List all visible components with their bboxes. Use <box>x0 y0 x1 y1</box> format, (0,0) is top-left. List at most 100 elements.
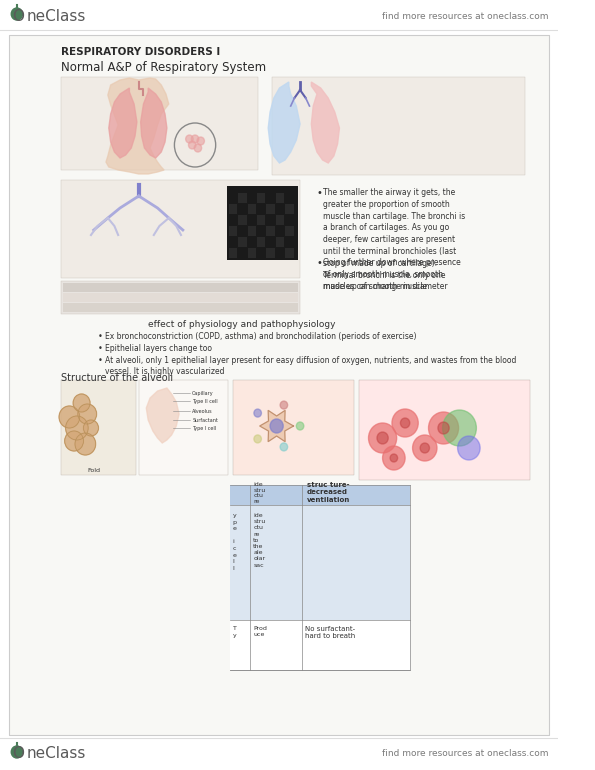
Text: find more resources at oneclass.com: find more resources at oneclass.com <box>382 12 549 21</box>
Text: neClass: neClass <box>26 8 86 24</box>
Circle shape <box>83 420 98 436</box>
Bar <box>61 380 136 475</box>
Circle shape <box>383 446 405 470</box>
Text: Capillary: Capillary <box>192 390 214 396</box>
Bar <box>0 0 558 30</box>
Polygon shape <box>260 410 293 441</box>
Polygon shape <box>106 78 169 174</box>
Text: Prod
uce: Prod uce <box>253 626 267 638</box>
Bar <box>257 215 265 225</box>
Bar <box>238 215 246 225</box>
Circle shape <box>65 416 88 440</box>
Circle shape <box>11 8 23 20</box>
Text: O: O <box>12 8 24 24</box>
Bar <box>238 237 246 247</box>
Bar <box>238 193 246 203</box>
Text: RESPIRATORY DISORDERS I: RESPIRATORY DISORDERS I <box>61 47 220 57</box>
Text: Ex bronchoconstriction (COPD, asthma) and bronchodilation (periods of exercise): Ex bronchoconstriction (COPD, asthma) an… <box>105 332 416 341</box>
Bar <box>233 380 355 475</box>
Bar <box>229 248 237 258</box>
Bar <box>61 180 300 278</box>
Bar <box>275 193 284 203</box>
Text: •: • <box>316 258 322 268</box>
Text: •: • <box>98 344 102 353</box>
Bar <box>285 226 293 236</box>
Bar <box>230 485 410 505</box>
Text: ide
stru
ctu
re: ide stru ctu re <box>253 482 265 504</box>
Circle shape <box>75 433 96 455</box>
Circle shape <box>296 422 304 430</box>
Bar <box>248 248 256 258</box>
Polygon shape <box>146 388 179 443</box>
Bar <box>230 485 410 670</box>
Bar <box>227 186 298 260</box>
Circle shape <box>59 406 80 428</box>
Circle shape <box>400 418 410 428</box>
Text: find more resources at oneclass.com: find more resources at oneclass.com <box>382 749 549 758</box>
Bar <box>139 380 228 475</box>
Bar <box>272 77 525 175</box>
Text: Epithelial layers change too: Epithelial layers change too <box>105 344 212 353</box>
Circle shape <box>186 135 193 143</box>
Text: Fold: Fold <box>87 468 100 473</box>
Bar <box>257 193 265 203</box>
Polygon shape <box>311 82 340 163</box>
Bar <box>359 380 530 480</box>
Bar <box>63 293 298 302</box>
Bar <box>267 248 275 258</box>
Polygon shape <box>268 82 300 163</box>
Bar <box>285 204 293 214</box>
Bar <box>63 283 298 292</box>
Text: •: • <box>98 332 102 341</box>
Polygon shape <box>109 88 137 158</box>
Circle shape <box>438 422 449 434</box>
Text: •: • <box>316 188 322 198</box>
Circle shape <box>420 443 430 453</box>
Circle shape <box>189 141 196 149</box>
Text: Normal A&P of Respiratory System: Normal A&P of Respiratory System <box>61 61 266 73</box>
Circle shape <box>368 423 397 453</box>
Bar <box>275 215 284 225</box>
Bar <box>257 237 265 247</box>
Bar <box>230 620 410 670</box>
Circle shape <box>194 144 202 152</box>
Circle shape <box>428 412 459 444</box>
Text: struc ture-
decreased
ventilation: struc ture- decreased ventilation <box>306 481 350 503</box>
Bar <box>61 281 300 314</box>
Circle shape <box>197 137 205 145</box>
Text: No surfactant-
hard to breath: No surfactant- hard to breath <box>305 626 355 640</box>
Bar <box>267 204 275 214</box>
Bar <box>230 505 410 620</box>
Bar <box>285 248 293 258</box>
Text: At alveoli, only 1 epithelial layer present for easy diffusion of oxygen, nutrie: At alveoli, only 1 epithelial layer pres… <box>105 356 516 376</box>
Text: O: O <box>12 746 24 762</box>
Circle shape <box>73 394 90 412</box>
Text: Alveolus: Alveolus <box>192 409 213 413</box>
Circle shape <box>254 409 261 417</box>
Bar <box>275 237 284 247</box>
Circle shape <box>392 409 418 437</box>
Bar <box>248 204 256 214</box>
Text: effect of physiology and pathophysiology: effect of physiology and pathophysiology <box>148 320 336 329</box>
Circle shape <box>390 454 397 462</box>
Circle shape <box>377 432 388 444</box>
Circle shape <box>443 410 477 446</box>
Text: Going further down where presence
of only smooth muscle, smooth
muscles can chan: Going further down where presence of onl… <box>322 258 461 290</box>
Text: neClass: neClass <box>26 746 86 762</box>
Bar <box>63 303 298 312</box>
Bar <box>248 226 256 236</box>
Circle shape <box>254 435 261 443</box>
Circle shape <box>192 135 199 143</box>
Circle shape <box>65 431 83 451</box>
Text: ide
stru
ctu
re
to
the
ale
olar
sac: ide stru ctu re to the ale olar sac <box>253 513 265 567</box>
Text: y
p
e

i
c
e
l
l: y p e i c e l l <box>233 513 237 571</box>
Text: •: • <box>98 356 102 365</box>
Circle shape <box>280 443 287 451</box>
Text: Type II cell: Type II cell <box>192 399 218 403</box>
Text: Surfactant: Surfactant <box>192 417 218 423</box>
Circle shape <box>280 401 287 409</box>
Circle shape <box>78 404 96 424</box>
Text: The smaller the airway it gets, the
greater the proportion of smooth
muscle than: The smaller the airway it gets, the grea… <box>322 188 465 291</box>
Text: Type I cell: Type I cell <box>192 426 217 430</box>
Text: Structure of the alveoli: Structure of the alveoli <box>61 373 173 383</box>
